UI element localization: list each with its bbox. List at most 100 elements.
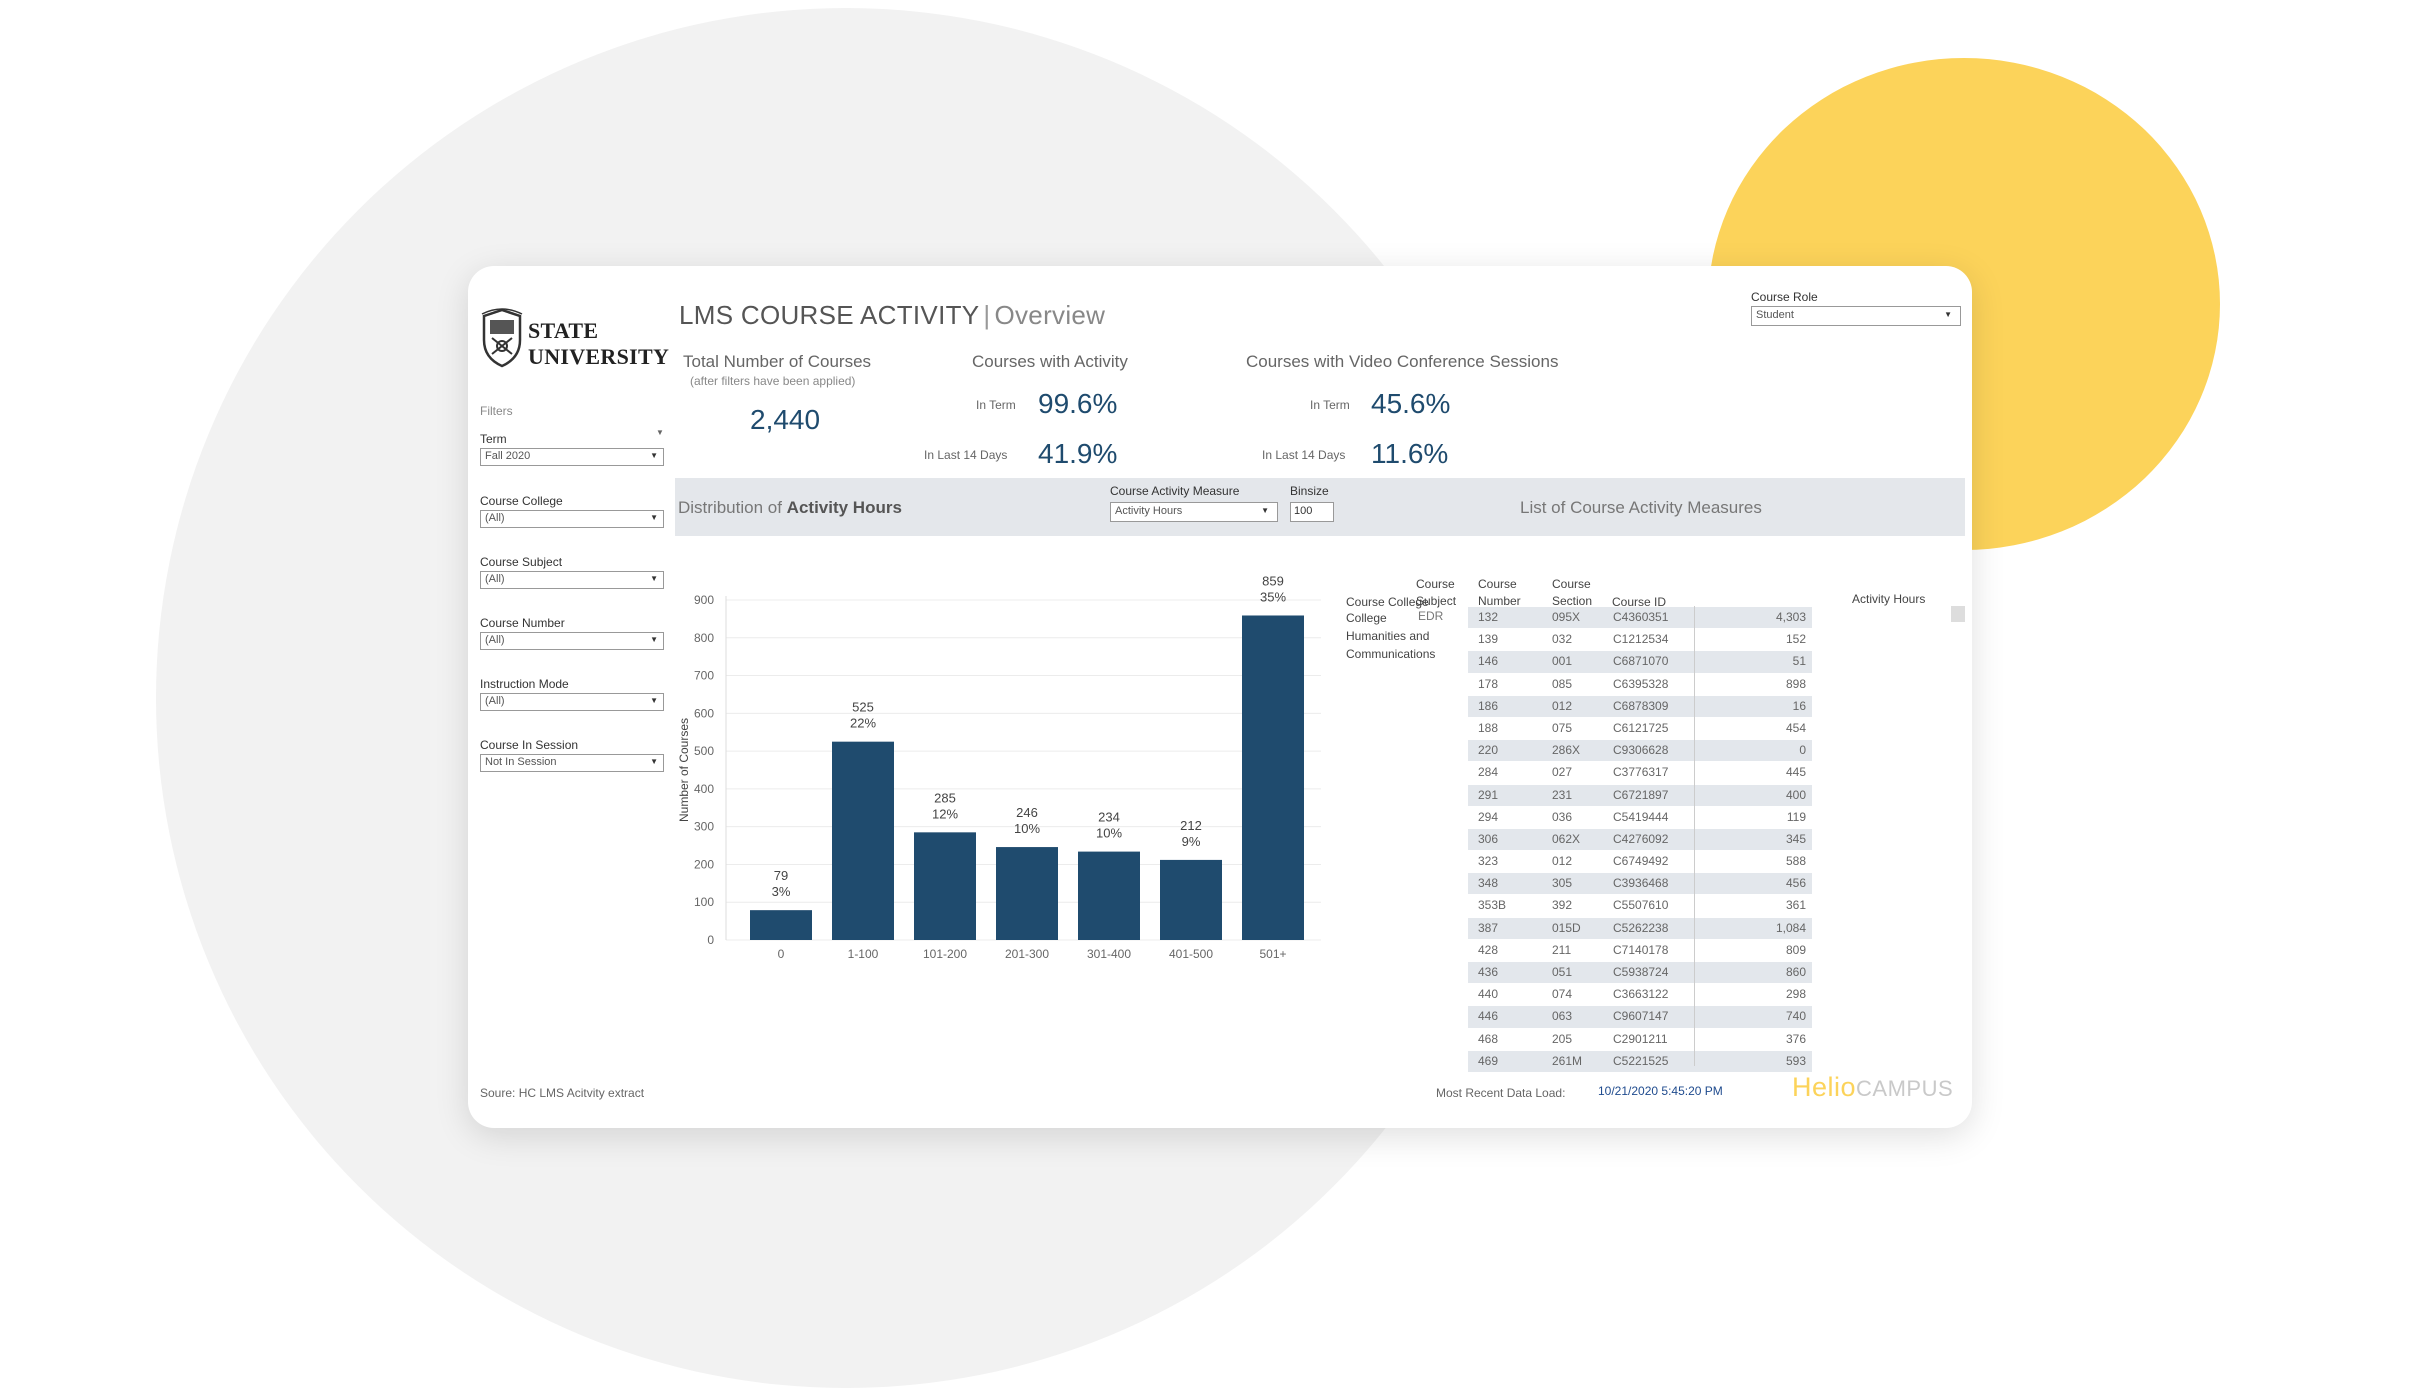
- footer-load-value: 10/21/2020 5:45:20 PM: [1598, 1084, 1723, 1098]
- course-section-cell: 001: [1552, 654, 1573, 669]
- course-number-cell: 387: [1478, 920, 1499, 935]
- table-row[interactable]: 353B 392 C5507610 361: [1468, 894, 1812, 916]
- activity-hours-cell: 593: [1785, 1053, 1806, 1068]
- chevron-down-icon: ▼: [650, 574, 658, 583]
- filter-college-select[interactable]: (All) ▼: [480, 510, 664, 528]
- table-row[interactable]: 284 027 C3776317 445: [1468, 761, 1812, 783]
- col-header-course-id: Course ID: [1612, 595, 1667, 609]
- table-row[interactable]: 291 231 C6721897 400: [1468, 783, 1812, 806]
- filter-number-select[interactable]: (All) ▼: [480, 632, 664, 650]
- x-tick-label: 201-300: [1005, 947, 1049, 961]
- chevron-down-icon: ▼: [650, 635, 658, 644]
- filter-label-college: Course College: [480, 494, 563, 508]
- bar-percent-label: 22%: [850, 716, 876, 731]
- bar-value-label: 212: [1180, 818, 1202, 833]
- table-scrollbar[interactable]: [1951, 606, 1965, 622]
- course-number-cell: 186: [1478, 698, 1499, 713]
- y-tick-label: 100: [694, 895, 714, 909]
- title-separator: |: [983, 300, 991, 330]
- activity-measure-select[interactable]: Activity Hours ▼: [1110, 502, 1278, 522]
- binsize-input[interactable]: 100: [1290, 502, 1334, 522]
- table-row[interactable]: 294 036 C5419444 119: [1468, 805, 1812, 828]
- bar-value-label: 525: [852, 700, 874, 715]
- x-tick-label: 301-400: [1087, 947, 1131, 961]
- course-section-cell: 062X: [1552, 831, 1581, 846]
- col-header-number-line1: Course: [1478, 577, 1517, 591]
- course-id-cell: C4276092: [1613, 831, 1669, 846]
- course-id-cell: C6121725: [1613, 720, 1669, 735]
- course-role-select[interactable]: Student ▼: [1751, 306, 1961, 326]
- bar-value-label: 246: [1016, 805, 1038, 820]
- filter-term-select[interactable]: Fall 2020 ▼: [480, 448, 664, 466]
- heliocampus-logo: HelioCAMPUS: [1792, 1072, 1953, 1103]
- title-subtitle: Overview: [994, 300, 1106, 330]
- y-tick-label: 0: [707, 933, 714, 947]
- table-row[interactable]: 220 286X C9306628 0: [1468, 739, 1812, 762]
- title-main: LMS COURSE ACTIVITY: [679, 300, 980, 330]
- bar: [1160, 859, 1222, 940]
- course-number-cell: 468: [1478, 1031, 1499, 1046]
- course-id-cell: C5221525: [1613, 1053, 1669, 1068]
- filter-label-session: Course In Session: [480, 738, 579, 752]
- kpi-activity-last14-label: In Last 14 Days: [924, 448, 1008, 462]
- page-title: LMS COURSE ACTIVITY | Overview: [679, 300, 1105, 331]
- col-header-college: Course College: [1346, 595, 1429, 609]
- filter-mode-select[interactable]: (All) ▼: [480, 693, 664, 711]
- table-row[interactable]: 428 211 C7140178 809: [1468, 938, 1812, 961]
- activity-hours-cell: 1,084: [1775, 920, 1806, 935]
- binsize-label: Binsize: [1290, 484, 1329, 498]
- course-college-line3: Communications: [1346, 647, 1436, 661]
- course-id-cell: C1212534: [1613, 632, 1669, 647]
- table-row[interactable]: 323 012 C6749492 588: [1468, 850, 1812, 872]
- course-id-cell: C5262238: [1613, 920, 1669, 935]
- list-title: List of Course Activity Measures: [1520, 498, 1762, 517]
- filter-subject-value: (All): [485, 573, 505, 585]
- course-number-cell: 178: [1478, 676, 1499, 691]
- course-number-cell: 469: [1478, 1053, 1499, 1068]
- chevron-down-icon: ▼: [650, 757, 658, 766]
- filter-session-select[interactable]: Not In Session ▼: [480, 754, 664, 772]
- term-menu-icon[interactable]: ▼: [656, 428, 664, 437]
- table-row[interactable]: 306 062X C4276092 345: [1468, 827, 1812, 851]
- course-college-line1: College: [1346, 611, 1387, 625]
- course-id-cell: C3663122: [1613, 987, 1669, 1002]
- table-row[interactable]: 387 015D C5262238 1,084: [1468, 916, 1812, 939]
- table-row[interactable]: 348 305 C3936468 456: [1468, 872, 1812, 895]
- distribution-title-prefix: Distribution of: [678, 498, 787, 517]
- filter-term-value: Fall 2020: [485, 450, 531, 462]
- bar-percent-label: 10%: [1014, 821, 1040, 836]
- table-row[interactable]: 132 095X C4360351 4,303: [1468, 606, 1812, 629]
- table-row[interactable]: 146 001 C6871070 51: [1468, 650, 1812, 673]
- course-section-cell: 015D: [1552, 920, 1581, 935]
- y-axis-label: Number of Courses: [677, 718, 691, 822]
- col-header-subject-line1: Course: [1416, 577, 1455, 591]
- x-tick-label: 0: [778, 947, 785, 961]
- activity-hours-cell: 0: [1799, 743, 1806, 758]
- activity-measure-value: Activity Hours: [1115, 505, 1183, 517]
- filter-subject-select[interactable]: (All) ▼: [480, 571, 664, 589]
- table-row[interactable]: 446 063 C9607147 740: [1468, 1005, 1812, 1028]
- distribution-title: Distribution of Activity Hours: [678, 498, 902, 518]
- y-tick-label: 500: [694, 744, 714, 758]
- course-role-value: Student: [1756, 309, 1794, 321]
- activity-hours-cell: 588: [1785, 854, 1806, 869]
- table-row[interactable]: 469 261M C5221525 593: [1468, 1049, 1812, 1072]
- table-row[interactable]: 188 075 C6121725 454: [1468, 716, 1812, 739]
- table-row[interactable]: 139 032 C1212534 152: [1468, 628, 1812, 650]
- course-id-cell: C9306628: [1613, 743, 1669, 758]
- course-number-cell: 294: [1478, 809, 1499, 824]
- table-row[interactable]: 186 012 C6878309 16: [1468, 694, 1812, 717]
- kpi-video-last14-value: 11.6%: [1371, 438, 1449, 469]
- course-section-cell: 085: [1552, 676, 1573, 691]
- course-number-cell: 440: [1478, 987, 1499, 1002]
- table-row[interactable]: 178 085 C6395328 898: [1468, 672, 1812, 695]
- table-row[interactable]: 440 074 C3663122 298: [1468, 983, 1812, 1005]
- course-id-cell: C3776317: [1613, 765, 1669, 780]
- bar: [750, 910, 812, 940]
- table-divider: [1694, 606, 1695, 1066]
- course-number-cell: 353B: [1478, 898, 1507, 913]
- course-number-cell: 146: [1478, 654, 1499, 669]
- table-row[interactable]: 468 205 C2901211 376: [1468, 1027, 1812, 1050]
- bar-percent-label: 9%: [1182, 834, 1201, 849]
- table-row[interactable]: 436 051 C5938724 860: [1468, 961, 1812, 984]
